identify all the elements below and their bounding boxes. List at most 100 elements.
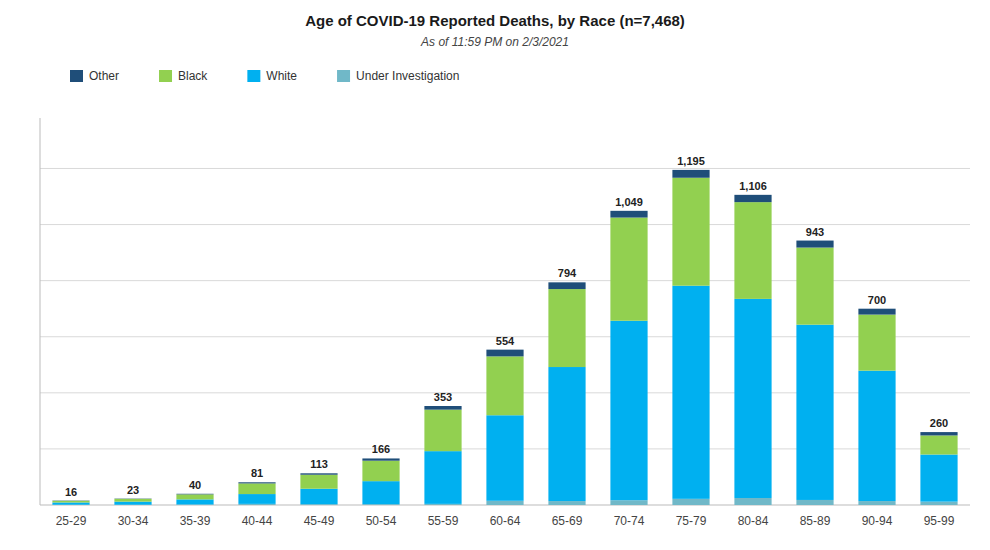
bar-segment — [362, 458, 399, 460]
bar-segment — [858, 309, 895, 315]
bar-segment — [424, 451, 461, 504]
y-axis-line — [40, 118, 41, 505]
x-tick-label: 80-84 — [738, 514, 769, 528]
bar-segment — [238, 494, 275, 504]
x-tick-label: 75-79 — [676, 514, 707, 528]
total-label: 1,049 — [615, 196, 643, 208]
bar-segment — [796, 241, 833, 248]
bar-segment — [796, 248, 833, 325]
bar-segment — [920, 432, 957, 435]
bar-segment — [734, 195, 771, 202]
grid-line — [40, 168, 970, 169]
x-tick-label: 65-69 — [552, 514, 583, 528]
bar-segment — [672, 170, 709, 178]
x-tick-label: 35-39 — [180, 514, 211, 528]
total-label: 554 — [496, 335, 515, 347]
bar-segment — [114, 502, 151, 505]
bar-segment — [548, 289, 585, 367]
legend: OtherBlackWhiteUnder Investigation — [70, 69, 459, 83]
total-label: 23 — [127, 484, 139, 496]
bar-segment — [672, 499, 709, 505]
bar-segment — [672, 178, 709, 286]
bar-segment — [176, 494, 213, 499]
bar-segment — [176, 499, 213, 504]
bar-segment — [424, 410, 461, 452]
total-label: 81 — [251, 467, 263, 479]
chart: Age of COVID-19 Reported Deaths, by Race… — [0, 0, 990, 550]
bar-segment — [238, 482, 275, 483]
bar-segment — [114, 499, 151, 502]
total-label: 1,195 — [677, 155, 705, 167]
x-tick-label: 60-64 — [490, 514, 521, 528]
title: Age of COVID-19 Reported Deaths, by Race… — [305, 12, 685, 29]
bar-segment — [920, 435, 957, 454]
bar-segment — [486, 415, 523, 501]
bar-segment — [858, 501, 895, 505]
bar-segment — [920, 455, 957, 502]
legend-swatch — [159, 70, 172, 82]
bar-segment — [424, 406, 461, 410]
total-label: 1,106 — [739, 180, 767, 192]
total-label: 353 — [434, 391, 452, 403]
total-label: 700 — [868, 294, 886, 306]
bar-segment — [734, 498, 771, 505]
bar-segment — [858, 371, 895, 501]
bar-segment — [548, 367, 585, 501]
bar-segment — [486, 350, 523, 357]
total-label: 943 — [806, 226, 824, 238]
bar-segment — [734, 202, 771, 299]
legend-label: Black — [178, 69, 208, 83]
bar-segment — [52, 502, 89, 504]
bar-segment — [486, 356, 523, 415]
legend-label: White — [266, 69, 297, 83]
x-tick-label: 85-89 — [800, 514, 831, 528]
bar-segment — [362, 461, 399, 481]
legend-swatch — [337, 70, 350, 82]
bar-segment — [52, 500, 89, 501]
bar-segment — [796, 325, 833, 500]
x-tick-label: 70-74 — [614, 514, 645, 528]
x-tick-label: 50-54 — [366, 514, 397, 528]
total-label: 40 — [189, 479, 201, 491]
bar-segment — [858, 315, 895, 371]
total-label: 16 — [65, 486, 77, 498]
grid-line — [40, 224, 970, 225]
x-tick-label: 25-29 — [56, 514, 87, 528]
bar-segment — [114, 498, 151, 499]
x-tick-label: 30-34 — [118, 514, 149, 528]
bar-segment — [610, 211, 647, 218]
x-tick-label: 40-44 — [242, 514, 273, 528]
bar-segment — [796, 500, 833, 505]
bar-segment — [672, 286, 709, 499]
bar-segment — [300, 489, 337, 504]
bar-segment — [920, 502, 957, 505]
bar-segment — [238, 504, 275, 505]
bar-segment — [176, 493, 213, 495]
bars — [52, 170, 957, 505]
subtitle: As of 11:59 PM on 2/3/2021 — [420, 35, 569, 49]
bar-segment — [610, 500, 647, 505]
legend-swatch — [70, 70, 83, 82]
bar-segment — [362, 481, 399, 504]
x-tick-label: 95-99 — [924, 514, 955, 528]
bar-segment — [610, 321, 647, 500]
bar-segment — [238, 483, 275, 494]
x-tick-label: 55-59 — [428, 514, 459, 528]
bar-segment — [486, 501, 523, 505]
bar-segment — [734, 299, 771, 498]
bar-segment — [610, 218, 647, 321]
x-tick-label: 45-49 — [304, 514, 335, 528]
legend-swatch — [247, 70, 260, 82]
bar-segment — [424, 504, 461, 505]
legend-label: Under Investigation — [356, 69, 459, 83]
total-label: 113 — [310, 458, 328, 470]
bar-segment — [548, 282, 585, 289]
total-label: 260 — [930, 417, 948, 429]
bar-segment — [300, 473, 337, 474]
bar-segment — [548, 501, 585, 505]
x-tick-label: 90-94 — [862, 514, 893, 528]
total-label: 794 — [558, 267, 577, 279]
bar-segment — [300, 475, 337, 489]
bar-segment — [52, 501, 89, 503]
total-label: 166 — [372, 443, 390, 455]
